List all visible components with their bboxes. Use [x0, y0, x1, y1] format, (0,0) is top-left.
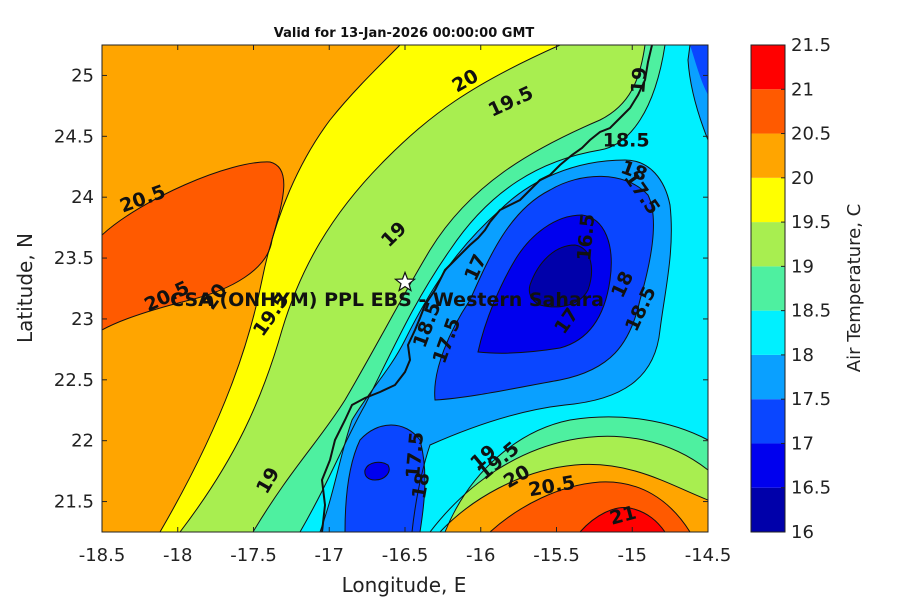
colorbar-swatch [751, 310, 785, 355]
coastline [320, 45, 653, 532]
colorbar-swatch [751, 266, 785, 311]
colorbar-swatch [751, 399, 785, 444]
colorbar-tick-label: 21.5 [791, 35, 831, 56]
colorbar-tick-label: 19 [791, 256, 814, 277]
y-tick-label: 24.5 [54, 126, 94, 147]
colorbar-frame [750, 44, 786, 533]
band-21-south [580, 507, 665, 532]
colorbar-tick-label: 18.5 [791, 301, 831, 322]
x-tick-label: -18.5 [79, 545, 126, 566]
colorbar-tick-label: 16.5 [791, 478, 831, 499]
colorbar-swatch [751, 487, 785, 532]
contour-label: 17.5 [402, 431, 428, 480]
colorbar-tick-label: 17.5 [791, 389, 831, 410]
colorbar-swatch [751, 177, 785, 223]
colorbar-swatch [751, 45, 785, 90]
colorbar-tick-label: 20 [791, 168, 814, 189]
colorbar-tick-label: 18 [791, 345, 814, 366]
plot-area: 20.520.5 20 19.52019.5191918.51817.516.517… [102, 45, 708, 532]
station-label: CSA (ONHYM) PPL EBS - Western Sahara [170, 289, 604, 311]
band-16 [529, 245, 592, 307]
colorbar-tick-label: 16 [791, 522, 814, 543]
station-star-icon [393, 270, 417, 292]
y-axis: 21.5 22 22.5 23 23.5 24 24.5 25 [54, 65, 708, 513]
y-tick-label: 22 [71, 431, 94, 452]
y-axis-label: Latitude, N [13, 233, 37, 343]
station-marker-group: CSA (ONHYM) PPL EBS - Western Sahara [170, 270, 604, 311]
band-17-ne [690, 45, 708, 95]
colorbar-tick-label: 21 [791, 79, 814, 100]
y-tick-label: 25 [71, 65, 94, 86]
colorbar-tick-label: 19.5 [791, 212, 831, 233]
contour-label: 16.5 [573, 213, 599, 262]
colorbar-swatch [751, 133, 785, 178]
x-tick-label: -16 [466, 545, 495, 566]
colorbar-swatch [751, 443, 785, 488]
contour-label: 18 [408, 471, 434, 501]
colorbar-tick-label: 17 [791, 433, 814, 454]
band-20-5-west [102, 161, 284, 330]
x-tick-label: -16.5 [382, 545, 429, 566]
y-tick-label: 23.5 [54, 248, 94, 269]
x-tick-label: -18 [163, 545, 192, 566]
contour-label: 18.5 [603, 130, 650, 152]
y-tick-label: 22.5 [54, 370, 94, 391]
contour-label: 19 [627, 66, 651, 94]
x-axis-label: Longitude, E [342, 573, 467, 597]
x-tick-label: -17.5 [230, 545, 277, 566]
y-tick-label: 24 [71, 187, 94, 208]
x-tick-label: -15 [618, 545, 647, 566]
colorbar-swatch [751, 354, 785, 400]
colorbar-label: Air Temperature, C [844, 204, 865, 372]
colorbar-swatch [751, 222, 785, 267]
y-tick-label: 21.5 [54, 492, 94, 513]
band-17-southwest [345, 425, 425, 532]
x-tick-label: -14.5 [685, 545, 732, 566]
band-20 [102, 45, 400, 532]
x-tick-label: -17 [315, 545, 344, 566]
x-tick-label: -15.5 [533, 545, 580, 566]
band-16-5-southwest [364, 462, 390, 480]
colorbar-tick-label: 20.5 [791, 124, 831, 145]
chart-title: Valid for 13-Jan-2026 00:00:00 GMT [274, 26, 535, 41]
contour-lines [102, 45, 708, 532]
x-axis: -18.5 -18 -17.5 -17 -16.5 -16 -15.5 -15 -14.5 [79, 45, 732, 566]
y-tick-label: 23 [71, 309, 94, 330]
colorbar-swatch [751, 89, 785, 134]
colorbar: 16 16.5 17 17.5 18 18.5 19 19.5 20 20.5 21 21.5 [750, 35, 831, 543]
